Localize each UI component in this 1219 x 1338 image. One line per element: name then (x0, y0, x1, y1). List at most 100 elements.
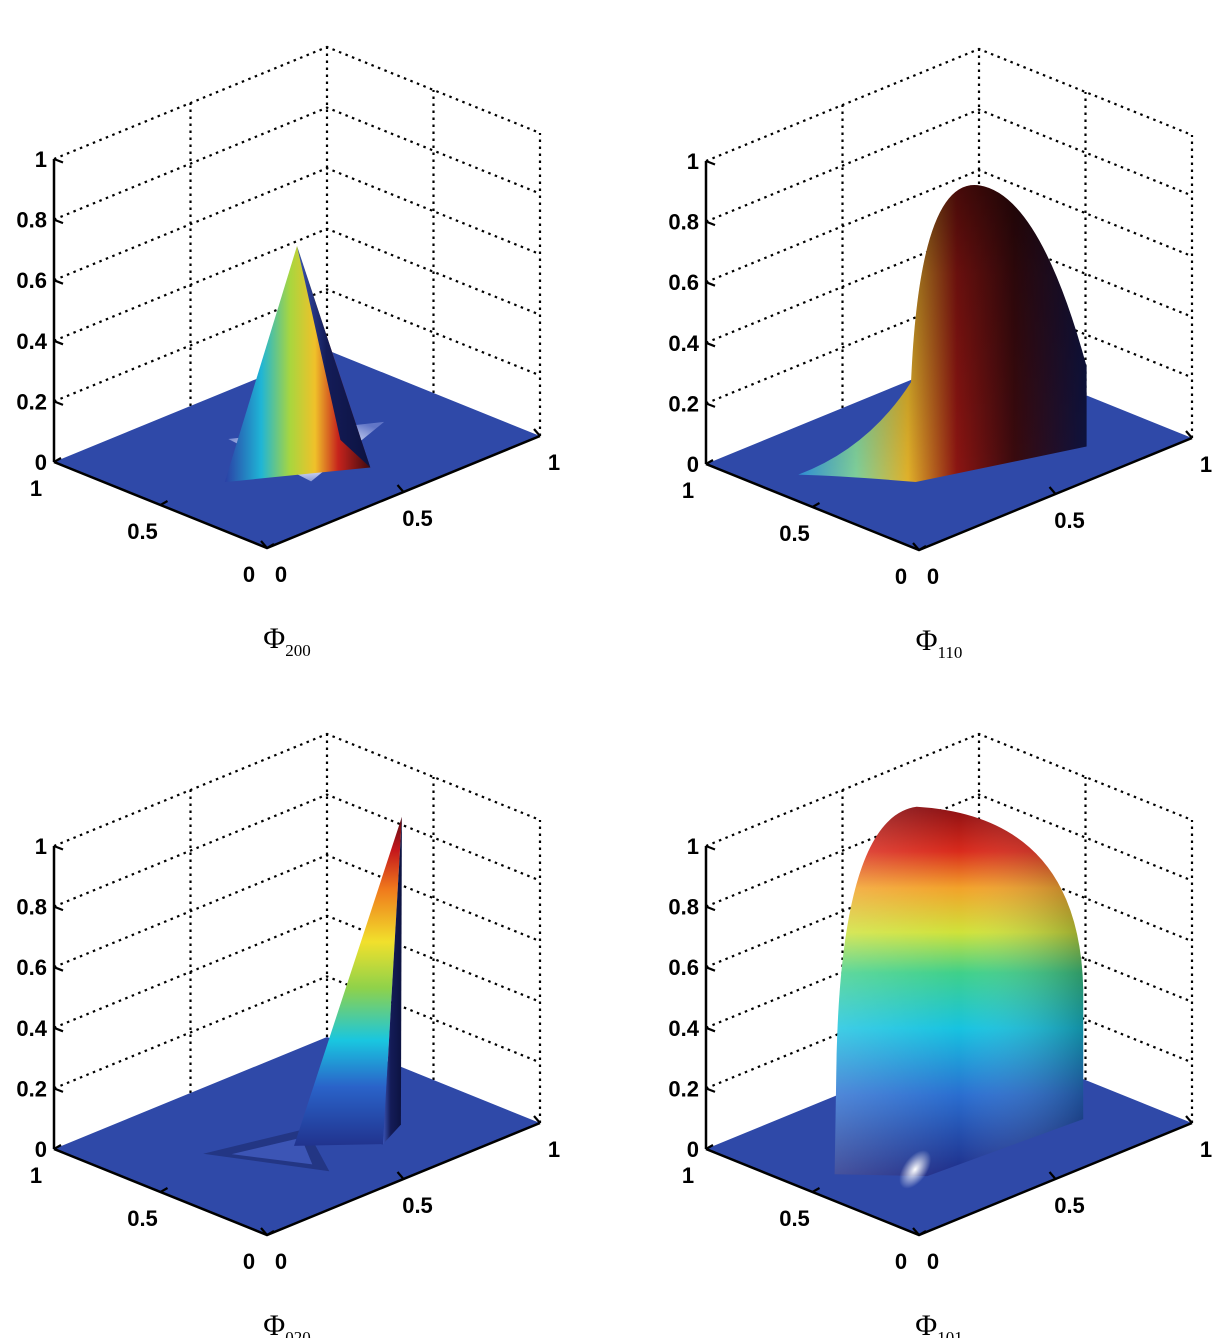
y-tick-label: 0.5 (127, 1206, 158, 1231)
y-tick-label: 1 (30, 476, 42, 501)
surface-dome-shade (834, 806, 1084, 1177)
z-tick (705, 220, 716, 227)
z-tick-label: 0.8 (668, 210, 699, 235)
z-tick (705, 905, 716, 912)
z-tick-label: 0.2 (668, 391, 699, 416)
z-tick-label: 0.8 (668, 895, 699, 920)
x-tick (1048, 1171, 1057, 1180)
y-tick-label: 0 (895, 1249, 907, 1274)
z-gridline (705, 793, 1193, 908)
x-tick-label: 0 (927, 1249, 939, 1274)
z-tick-label: 1 (35, 834, 47, 859)
z-gridline (53, 167, 541, 282)
y-tick (918, 545, 927, 551)
y-tick-label: 1 (682, 1163, 694, 1188)
z-tick (705, 1087, 716, 1093)
y-tick (811, 1187, 821, 1193)
z-gridline (53, 793, 541, 908)
title-subscript: 200 (285, 641, 311, 660)
z-tick (705, 402, 716, 408)
x-tick-label: 0 (927, 564, 939, 589)
z-gridline (705, 169, 1193, 284)
title-subscript: 101 (937, 1328, 963, 1338)
y-tick (918, 1230, 927, 1236)
z-tick-label: 0 (35, 1137, 47, 1162)
x-tick (533, 428, 541, 437)
z-tick (53, 218, 64, 225)
specular-highlight (899, 1150, 932, 1189)
z-tick (705, 159, 716, 166)
z-tick (53, 279, 64, 285)
title-symbol: Φ (263, 622, 285, 655)
z-tick-label: 1 (687, 834, 699, 859)
title-symbol: Φ (916, 624, 938, 657)
z-tick (705, 281, 716, 287)
z-tick-label: 0.6 (668, 955, 699, 980)
y-tick-label: 0.5 (779, 1206, 810, 1231)
z-tick (53, 1026, 64, 1033)
z-tick (705, 844, 716, 851)
title-symbol: Φ (263, 1309, 285, 1338)
spike-face-right (297, 246, 371, 468)
x-tick (912, 542, 920, 551)
y-tick-label: 0 (895, 564, 907, 589)
y-tick-label: 0 (243, 1249, 255, 1274)
z-tick-label: 1 (687, 149, 699, 174)
y-tick (705, 459, 714, 465)
z-tick (53, 1147, 64, 1154)
y-tick-label: 0.5 (779, 521, 810, 546)
x-tick-label: 0.5 (402, 1193, 433, 1218)
z-gridline (53, 288, 541, 403)
y-tick-label: 0 (243, 562, 255, 587)
z-tick-label: 1 (35, 147, 47, 172)
y-tick-label: 0.5 (127, 519, 158, 544)
y-tick (266, 1230, 275, 1236)
y-tick (159, 1187, 169, 1193)
x-tick-label: 1 (1200, 1137, 1212, 1162)
z-tick (53, 966, 64, 972)
z-tick (705, 1026, 716, 1033)
panel-title: Φ200 (263, 622, 310, 660)
z-tick (53, 905, 64, 912)
z-tick-label: 0 (687, 452, 699, 477)
z-tick (53, 400, 64, 406)
x-tick-label: 0.5 (1054, 1193, 1085, 1218)
y-tick (53, 457, 62, 463)
z-tick-label: 0.8 (16, 208, 47, 233)
z-tick-label: 0.4 (16, 1016, 47, 1041)
z-tick (53, 460, 64, 467)
z-tick (705, 462, 716, 469)
x-tick (1185, 430, 1193, 439)
y-tick (266, 543, 275, 549)
x-tick-label: 0.5 (1054, 508, 1085, 533)
panel-title: Φ020 (263, 1309, 310, 1338)
spike-face-right (383, 816, 402, 1145)
x-tick-label: 0.5 (402, 506, 433, 531)
z-tick-label: 0.4 (668, 1016, 699, 1041)
z-tick (705, 341, 716, 348)
x-tick-label: 0 (275, 1249, 287, 1274)
title-symbol: Φ (915, 1309, 937, 1338)
z-tick-label: 0.8 (16, 895, 47, 920)
z-tick (53, 1087, 64, 1093)
z-gridline (53, 854, 541, 969)
surface-pit-inner (231, 1137, 313, 1165)
z-tick (53, 157, 64, 164)
y-tick (159, 500, 169, 506)
z-tick-label: 0 (687, 1137, 699, 1162)
z-tick (53, 339, 64, 346)
z-tick-label: 0.4 (668, 331, 699, 356)
y-tick (811, 502, 821, 508)
z-tick-label: 0 (35, 450, 47, 475)
panel-title: Φ101 (915, 1309, 962, 1338)
z-tick-label: 0.2 (16, 389, 47, 414)
title-subscript: 110 (938, 643, 963, 662)
z-gridline (53, 106, 541, 221)
z-gridline (53, 45, 541, 161)
z-tick-label: 0.6 (668, 270, 699, 295)
z-tick (705, 1147, 716, 1154)
z-tick (53, 844, 64, 851)
